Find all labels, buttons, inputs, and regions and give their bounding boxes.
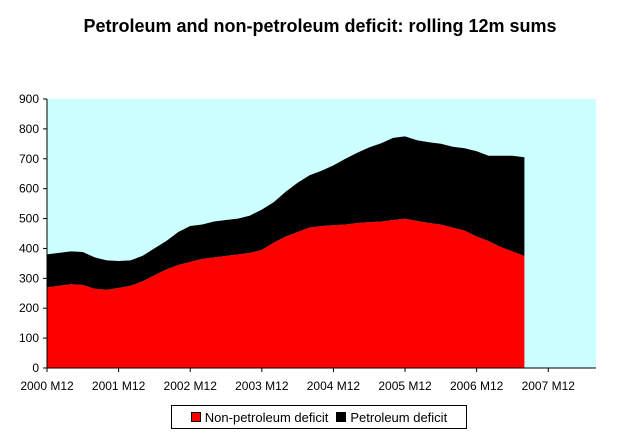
x-tick-label-7: 2007 M12 <box>522 379 576 393</box>
chart-title: Petroleum and non-petroleum deficit: rol… <box>83 16 557 36</box>
x-tick-label-3: 2003 M12 <box>235 379 289 393</box>
x-tick-label-6: 2006 M12 <box>450 379 504 393</box>
y-tick-label-200: 200 <box>19 301 39 315</box>
legend-swatch-non-petroleum <box>190 412 201 422</box>
area-series-0 <box>47 218 525 368</box>
y-tick-label-400: 400 <box>19 241 39 255</box>
legend-item-non-petroleum: Non-petroleum deficit <box>190 409 329 425</box>
legend-swatch-petroleum <box>336 412 347 422</box>
y-tick-label-500: 500 <box>19 212 39 226</box>
y-tick-label-100: 100 <box>19 331 39 345</box>
legend: Non-petroleum deficit Petroleum deficit <box>171 405 467 429</box>
legend-label-petroleum: Petroleum deficit <box>350 409 448 425</box>
x-tick-label-0: 2000 M12 <box>20 379 74 393</box>
x-tick-label-1: 2001 M12 <box>92 379 146 393</box>
legend-label-non-petroleum: Non-petroleum deficit <box>204 409 329 425</box>
x-tick-label-5: 2005 M12 <box>378 379 432 393</box>
y-tick-label-0: 0 <box>32 361 39 375</box>
y-tick-label-600: 600 <box>19 182 39 196</box>
area-series-1 <box>47 136 525 290</box>
y-tick-label-900: 900 <box>19 92 39 106</box>
x-tick-label-4: 2004 M12 <box>307 379 361 393</box>
y-tick-label-300: 300 <box>19 271 39 285</box>
legend-item-petroleum: Petroleum deficit <box>336 410 447 425</box>
x-tick-label-2: 2002 M12 <box>164 379 218 393</box>
y-tick-label-700: 700 <box>19 152 39 166</box>
y-tick-label-800: 800 <box>19 122 39 136</box>
